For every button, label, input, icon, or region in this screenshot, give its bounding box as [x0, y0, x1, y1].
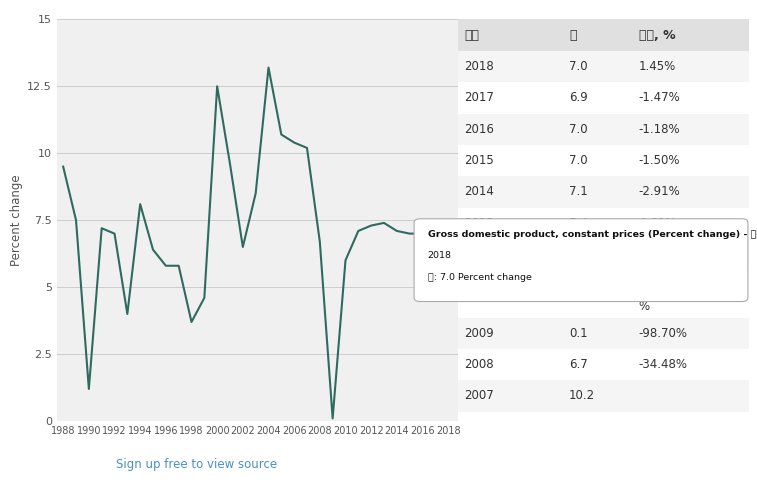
Text: 2014: 2014 — [464, 185, 494, 198]
FancyBboxPatch shape — [459, 82, 749, 114]
Text: 7.1: 7.1 — [569, 248, 587, 261]
Text: 値: 7.0 Percent change: 値: 7.0 Percent change — [428, 273, 531, 282]
Text: 2013: 2013 — [464, 217, 494, 230]
Text: 7.0: 7.0 — [569, 60, 587, 73]
FancyBboxPatch shape — [459, 51, 749, 82]
FancyBboxPatch shape — [459, 114, 749, 145]
Text: -1.47%: -1.47% — [639, 91, 681, 105]
Text: 6.7: 6.7 — [569, 358, 587, 371]
Text: 修改, %: 修改, % — [639, 29, 675, 42]
Text: 2018: 2018 — [464, 60, 494, 73]
Text: %: % — [639, 300, 650, 313]
Text: 6.9: 6.9 — [569, 91, 587, 105]
Text: 7.1: 7.1 — [569, 185, 587, 198]
FancyBboxPatch shape — [459, 239, 749, 271]
FancyBboxPatch shape — [459, 349, 749, 380]
Text: Gross domestic product, constant prices (Percent change) - 東埔寨: Gross domestic product, constant prices … — [428, 230, 757, 239]
Text: 2010: 2010 — [464, 287, 494, 301]
Text: 2008: 2008 — [464, 358, 494, 371]
Text: 0.1: 0.1 — [569, 327, 587, 340]
Text: 18.56%: 18.56% — [639, 248, 684, 261]
Text: -1.50%: -1.50% — [639, 154, 681, 167]
Text: -2.91%: -2.91% — [639, 185, 681, 198]
Text: 10.2: 10.2 — [569, 390, 595, 403]
FancyBboxPatch shape — [459, 208, 749, 239]
Text: 2018: 2018 — [428, 251, 452, 260]
Y-axis label: Percent change: Percent change — [10, 174, 23, 266]
Point — [442, 230, 454, 238]
Text: 2007: 2007 — [464, 390, 494, 403]
Text: 0.60%: 0.60% — [639, 217, 676, 230]
Text: 7.4: 7.4 — [569, 217, 587, 230]
Text: 2016: 2016 — [464, 123, 494, 136]
Text: -1.18%: -1.18% — [639, 123, 681, 136]
Text: 2015: 2015 — [464, 154, 494, 167]
Text: Sign up free to view source: Sign up free to view source — [117, 458, 277, 471]
Text: 6,754.02: 6,754.02 — [639, 284, 691, 297]
Text: 2017: 2017 — [464, 91, 494, 105]
FancyBboxPatch shape — [459, 176, 749, 208]
Text: 値: 値 — [569, 29, 577, 42]
Text: 6.0: 6.0 — [569, 287, 587, 301]
FancyBboxPatch shape — [459, 145, 749, 176]
Text: 2011: 2011 — [464, 248, 494, 261]
FancyBboxPatch shape — [459, 19, 749, 51]
Text: -34.48%: -34.48% — [639, 358, 688, 371]
Text: 7.0: 7.0 — [569, 154, 587, 167]
Point — [442, 230, 454, 238]
FancyBboxPatch shape — [414, 219, 748, 302]
FancyBboxPatch shape — [459, 380, 749, 412]
Text: 7.0: 7.0 — [569, 123, 587, 136]
Text: 2009: 2009 — [464, 327, 494, 340]
FancyBboxPatch shape — [459, 271, 749, 318]
Text: 日期: 日期 — [464, 29, 479, 42]
Text: 1.45%: 1.45% — [639, 60, 676, 73]
FancyBboxPatch shape — [459, 318, 749, 349]
Text: -98.70%: -98.70% — [639, 327, 688, 340]
